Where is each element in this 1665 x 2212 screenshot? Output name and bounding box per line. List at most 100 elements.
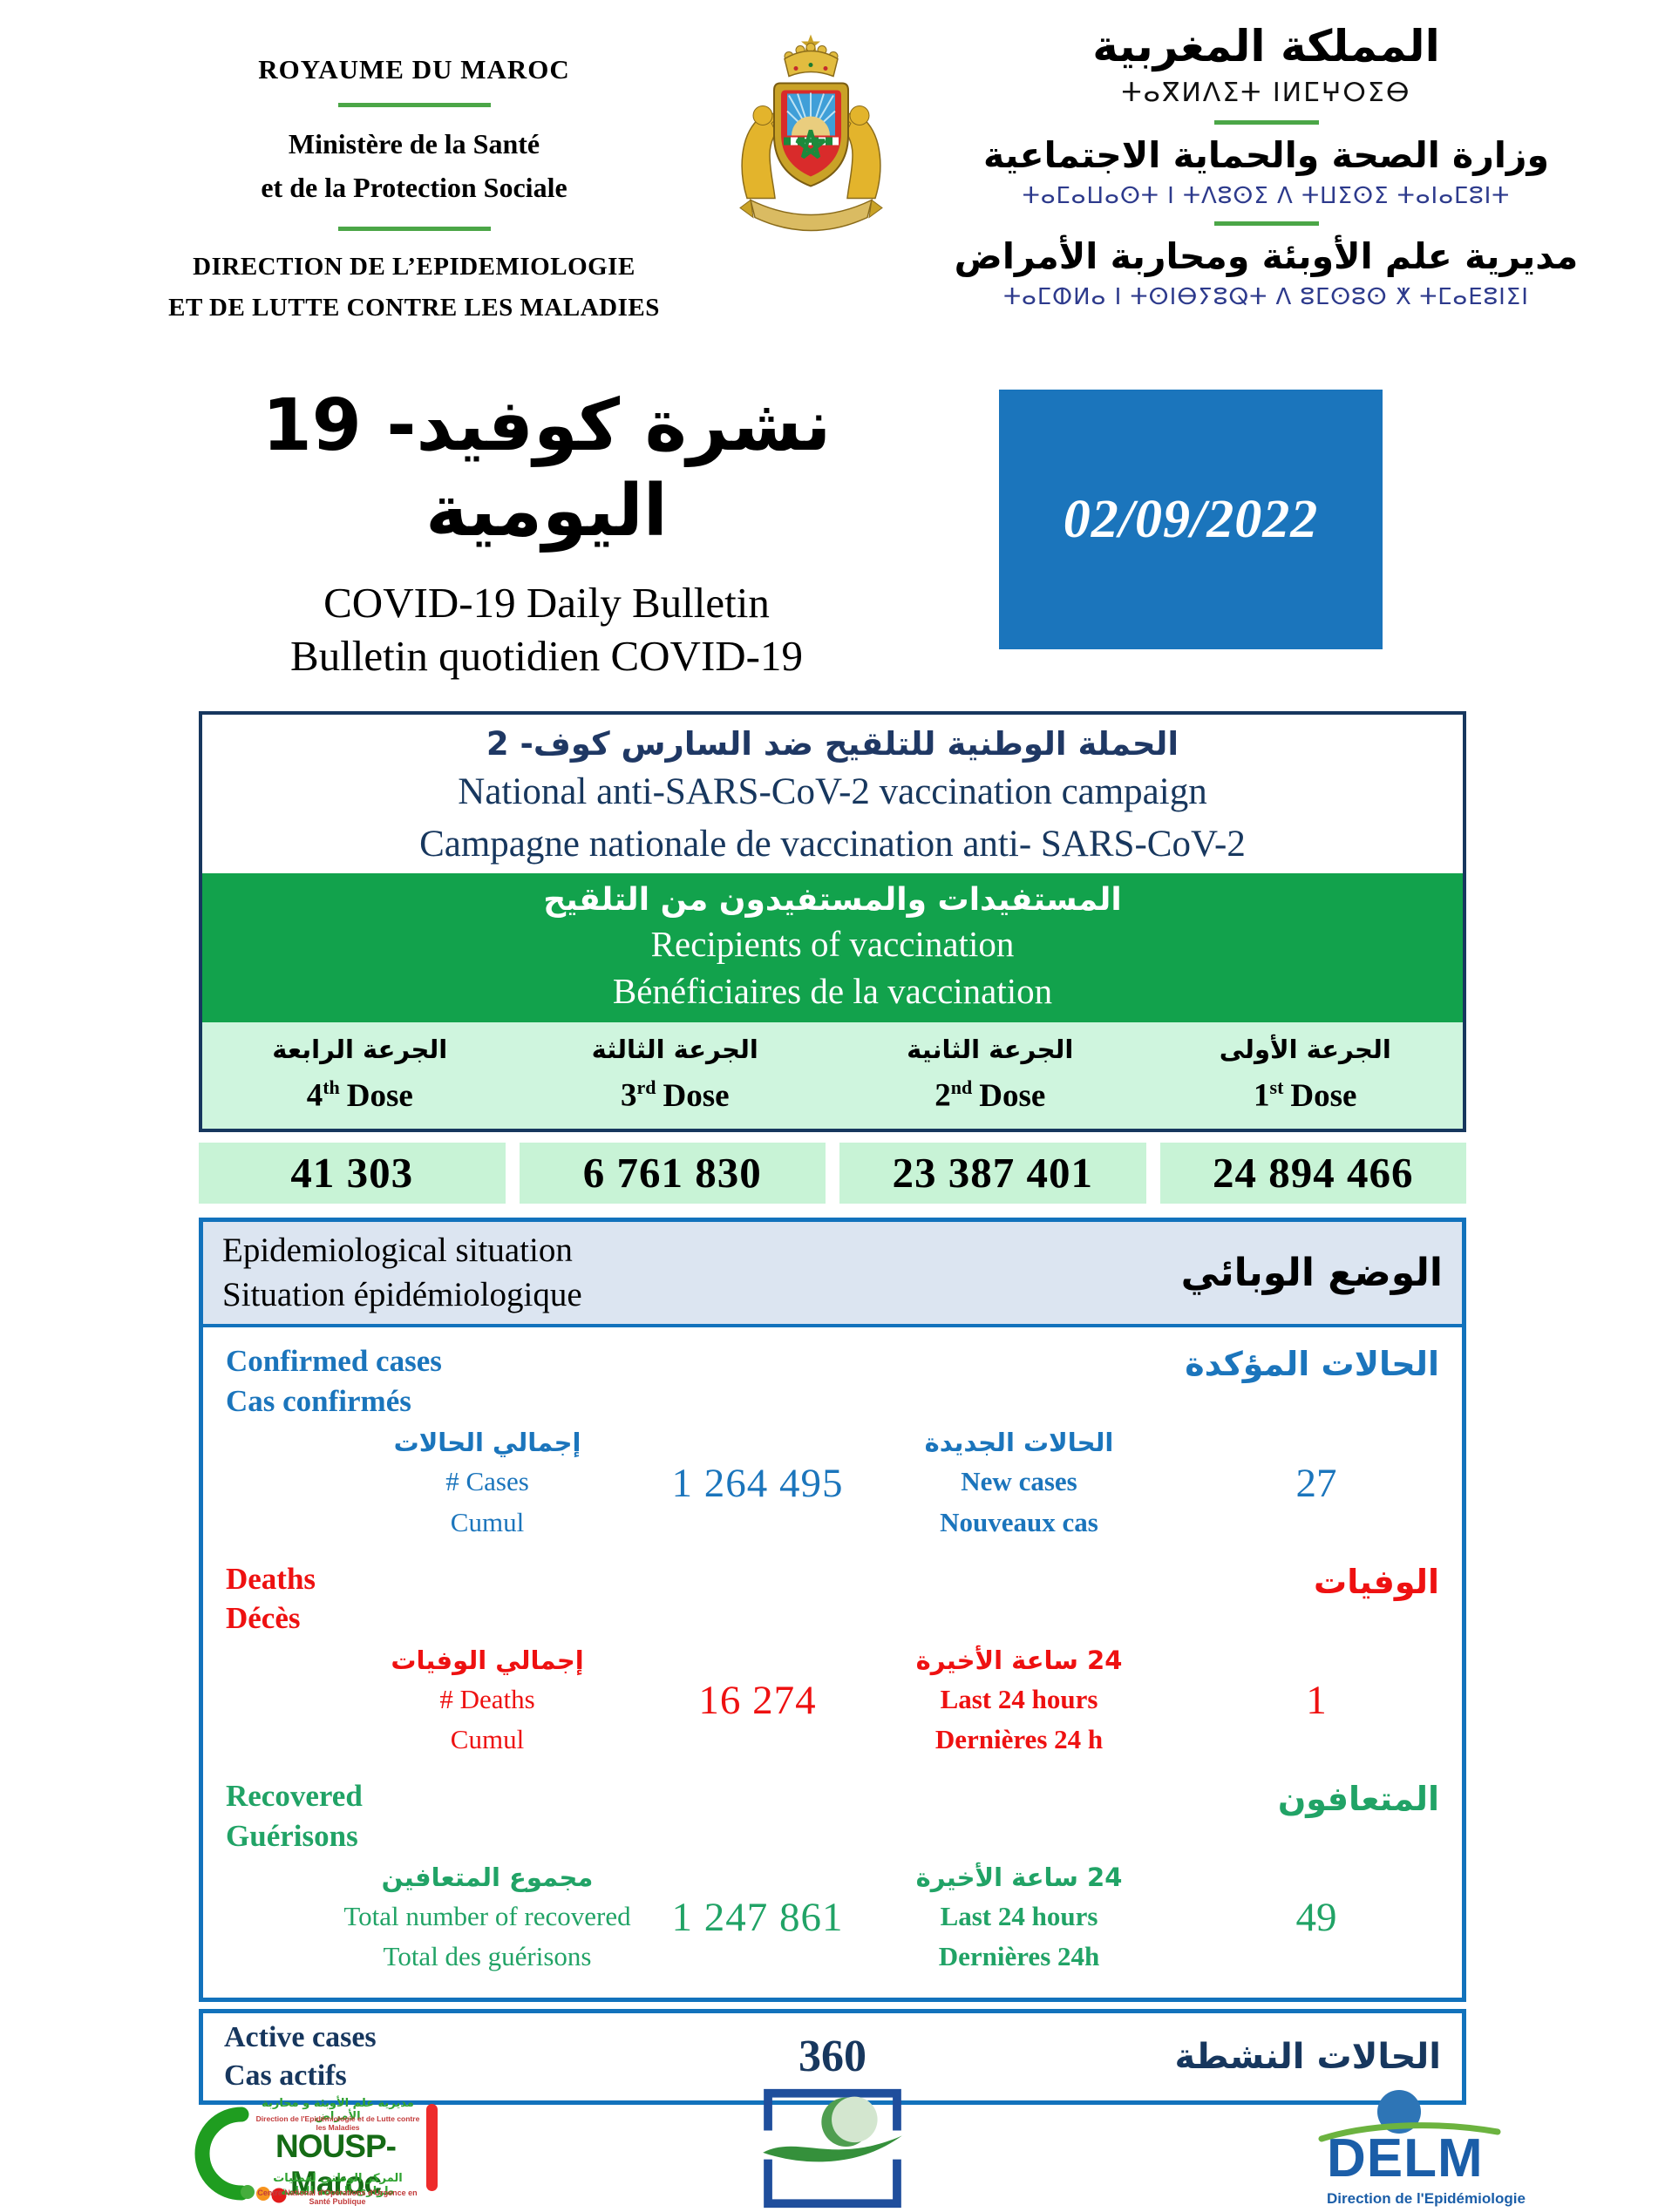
dose-word: Dose [346, 1077, 413, 1114]
vaccination-title-fr: Campagne nationale de vaccination anti- … [419, 823, 1246, 865]
dose-header-2nd: الجرعة الثانية 2nd Dose [832, 1035, 1148, 1114]
kingdom-title-ar: المملكة المغربية [1092, 21, 1440, 71]
ministry-title-ar: وزارة الصحة والحماية الاجتماعية [982, 134, 1549, 176]
dose-label-en: 4th Dose [202, 1076, 518, 1114]
nousp-org-ar: مديرية علم الأوبئة و محاربة الأمراض [262, 2097, 414, 2123]
bulletin-title-en: COVID-19 Daily Bulletin [323, 578, 770, 627]
dose-ordinal: 3 [620, 1077, 637, 1114]
deaths-new-label-ar: 24 ساعة الأخيرة [915, 1645, 1123, 1675]
confirmed-total-label-en: # Cases [445, 1466, 529, 1497]
recovered-new-label-ar: 24 ساعة الأخيرة [915, 1863, 1123, 1893]
recipients-banner-en: Recipients of vaccination [650, 924, 1015, 965]
morocco-coat-of-arms [735, 31, 887, 239]
active-cases-ar: الحالات النشطة [1174, 2036, 1441, 2077]
epidemiology-body: Confirmed cases Cas confirmés الحالات ال… [203, 1327, 1462, 1997]
confirmed-title-fr: Cas confirmés [226, 1383, 411, 1418]
recovered-total-label-en: Total number of recovered [343, 1901, 631, 1932]
confirmed-title-latin: Confirmed cases Cas confirmés [226, 1341, 442, 1421]
nousp-center-ar: المركز الوطني لعمليات طوارئ الصحة العامة [273, 2172, 403, 2198]
recovered-title-ar: المتعافون [1277, 1780, 1439, 1819]
nousp-logo: مديرية علم الأوبئة و محاربة الأمراض Dire… [167, 2097, 438, 2209]
dose-value-3rd: 6 761 830 [519, 1142, 826, 1204]
direction-line2: ET DE LUTTE CONTRE LES MALADIES [168, 293, 660, 322]
ministry-of-health-logo [754, 2085, 911, 2212]
deaths-new-labels: 24 ساعة الأخيرة Last 24 hours Dernières … [845, 1645, 1193, 1755]
delm-line1: Direction de l'Epidémiologie [1327, 2189, 1526, 2207]
recovered-head: Recovered Guérisons المتعافون [226, 1776, 1439, 1856]
deaths-head: Deaths Décès الوفيات [226, 1559, 1439, 1639]
nousp-center-fr: Centre National d'Opérations d'Urgence e… [257, 2188, 418, 2206]
deaths-total-label-en: # Deaths [439, 1683, 535, 1714]
recovered-title-latin: Recovered Guérisons [226, 1776, 363, 1856]
confirmed-new-label-en: New cases [961, 1466, 1077, 1497]
deaths-total-label-fr: Cumul [450, 1723, 525, 1754]
nousp-name: NOUSP-Maroc [275, 2128, 397, 2201]
recovered-total-label-ar: مجموع المتعافين [381, 1863, 594, 1893]
epidemiology-header-latin: Epidemiological situation Situation épid… [222, 1229, 582, 1317]
confirmed-cases-section: Confirmed cases Cas confirmés الحالات ال… [226, 1341, 1439, 1537]
recovered-total-value: 1 247 861 [671, 1895, 844, 1941]
dose-value-2nd: 23 387 401 [839, 1142, 1146, 1204]
confirmed-total-label-ar: إجمالي الحالات [393, 1428, 581, 1458]
kingdom-title-fr: ROYAUME DU MAROC [258, 54, 570, 85]
dose-label-en: 1st Dose [1148, 1076, 1464, 1114]
confirmed-head: Confirmed cases Cas confirmés الحالات ال… [226, 1341, 1439, 1421]
active-cases-en: Active cases [224, 2020, 377, 2053]
confirmed-total-value: 1 264 495 [671, 1460, 844, 1506]
recovered-title-en: Recovered [226, 1779, 363, 1814]
deaths-title-latin: Deaths Décès [226, 1559, 316, 1639]
dose-word: Dose [979, 1077, 1046, 1114]
epi-header-en: Epidemiological situation [222, 1232, 573, 1269]
dose-header-1st: الجرعة الأولى 1st Dose [1148, 1035, 1464, 1114]
epi-header-fr: Situation épidémiologique [222, 1275, 582, 1313]
deaths-new-value: 1 [1306, 1677, 1327, 1723]
nousp-org-fr: Direction de l'Epidémiologie et de Lutte… [255, 2114, 420, 2132]
dose-ordinal-suffix: st [1269, 1076, 1284, 1099]
epidemiology-box: Epidemiological situation Situation épid… [199, 1218, 1466, 2002]
epidemiology-header: Epidemiological situation Situation épid… [203, 1222, 1462, 1328]
vaccination-title-ar: الحملة الوطنية للتلقيح ضد السارس كوف- 2 [486, 725, 1179, 763]
dose-label-ar: الجرعة الثانية [907, 1035, 1074, 1065]
dose-ordinal-suffix: nd [950, 1076, 973, 1099]
dose-label-en: 2nd Dose [832, 1076, 1148, 1114]
dose-value-1st: 24 894 466 [1159, 1142, 1466, 1204]
dose-value-4th: 41 303 [199, 1142, 506, 1204]
ministry-logo-icon [763, 2088, 902, 2209]
deaths-total-label-ar: إجمالي الوفيات [391, 1645, 584, 1675]
delm-mark [1318, 2088, 1580, 2142]
bulletin-title-block: نشرة كوفيد- 19 اليومية COVID-19 Daily Bu… [150, 383, 943, 682]
ministry-title-tifinagh: ⵜⴰⵎⴰⵡⴰⵙⵜ ⵏ ⵜⴷⵓⵙⵉ ⴷ ⵜⵡⵉⵙⵉ ⵜⴰⵏⴰⵎⵓⵏⵜ [1022, 183, 1511, 210]
kingdom-title-tifinagh: ⵜⴰⴳⵍⴷⵉⵜ ⵏⵍⵎⵖⵔⵉⴱ [1121, 78, 1411, 108]
nousp-red-bar [426, 2104, 438, 2191]
epidemiology-section: Epidemiological situation Situation épid… [199, 1218, 1466, 2105]
header-right-block: المملكة المغربية ⵜⴰⴳⵍⴷⵉⵜ ⵏⵍⵎⵖⵔⵉⴱ وزارة ا… [941, 21, 1591, 311]
recovered-new-label-en: Last 24 hours [940, 1901, 1098, 1932]
green-divider [337, 103, 491, 107]
confirmed-new-labels: الحالات الجديدة New cases Nouveaux cas [845, 1428, 1193, 1537]
deaths-total-labels: إجمالي الوفيات # Deaths Cumul [304, 1645, 670, 1755]
active-cases-labels: Active cases Cas actifs [224, 2019, 590, 2095]
recipients-banner: المستفيدات والمستفيدون من التلقيح Recipi… [202, 873, 1463, 1023]
bulletin-date: 02/09/2022 [1063, 489, 1319, 549]
dose-header-row: الجرعة الرابعة 4th Dose الجرعة الثالثة 3r… [202, 1022, 1464, 1129]
dose-ordinal: 1 [1254, 1077, 1270, 1114]
dose-label-en: 3rd Dose [518, 1076, 833, 1114]
dose-header-4th: الجرعة الرابعة 4th Dose [202, 1035, 518, 1114]
vaccination-box: الحملة الوطنية للتلقيح ضد السارس كوف- 2 … [199, 711, 1466, 1132]
confirmed-total-label-fr: Cumul [450, 1506, 525, 1537]
dose-label-ar: الجرعة الأولى [1219, 1035, 1391, 1065]
bulletin-title-ar: نشرة كوفيد- 19 اليومية [262, 384, 832, 553]
dose-ordinal: 4 [306, 1077, 323, 1114]
date-box: 02/09/2022 [999, 390, 1383, 649]
epi-header-ar: الوضع الوبائي [1180, 1251, 1443, 1296]
confirmed-total-labels: إجمالي الحالات # Cases Cumul [304, 1428, 670, 1537]
recovered-total-label-fr: Total des guérisons [383, 1941, 592, 1972]
coat-of-arms-graphic [739, 34, 883, 232]
delm-name: DELM [1327, 2128, 1484, 2188]
recipients-banner-ar: المستفيدات والمستفيدون من التلقيح [543, 882, 1122, 919]
deaths-data-row: إجمالي الوفيات # Deaths Cumul 16 274 24 … [226, 1645, 1439, 1755]
direction-title-ar: مديرية علم الأوبئة ومحاربة الأمراض [954, 235, 1579, 278]
deaths-new-label-en: Last 24 hours [940, 1683, 1098, 1714]
ministry-line1: Ministère de la Santé [288, 128, 540, 159]
